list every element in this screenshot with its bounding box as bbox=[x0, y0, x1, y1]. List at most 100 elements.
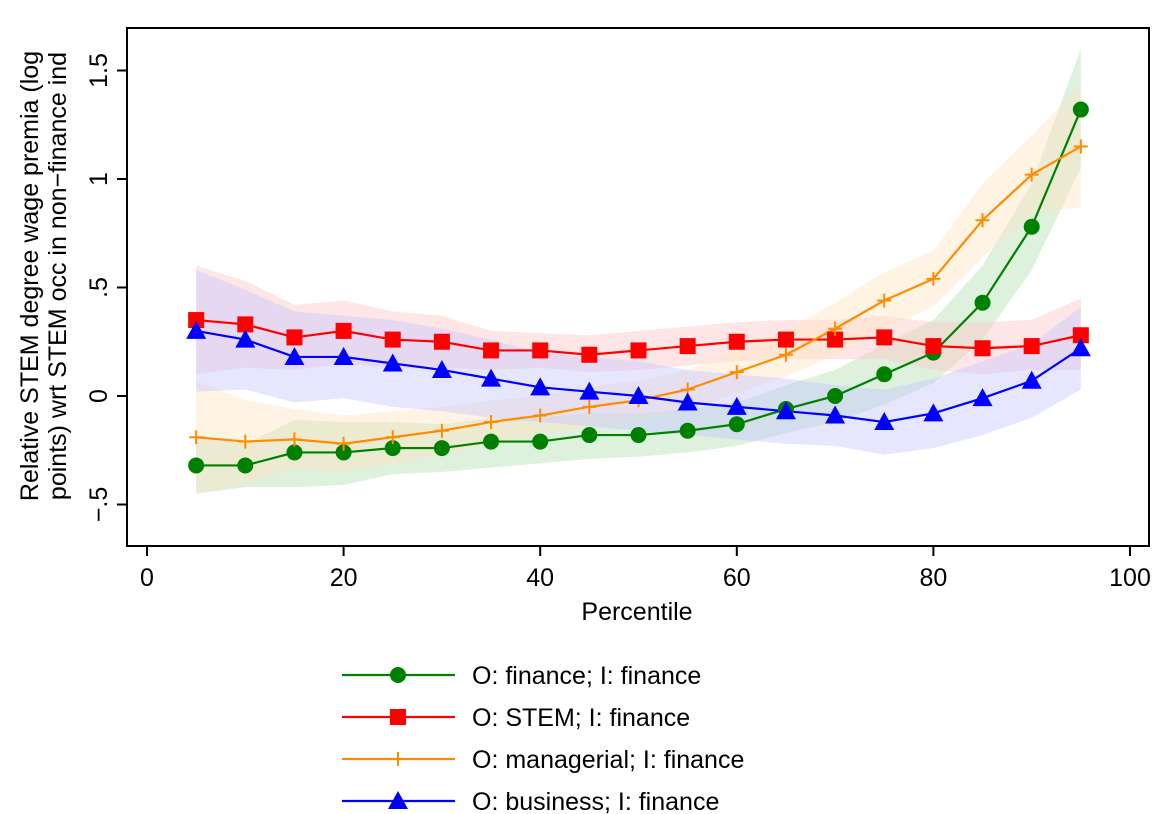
point-series-2 bbox=[925, 338, 942, 355]
y-tick-label: .5 bbox=[85, 277, 113, 298]
point-series-2 bbox=[384, 331, 401, 348]
point-series-1 bbox=[876, 366, 893, 383]
point-series-3 bbox=[778, 347, 793, 362]
legend-label-2: O: STEM; I: finance bbox=[472, 704, 690, 732]
point-series-1 bbox=[974, 294, 991, 311]
point-series-2 bbox=[777, 331, 794, 348]
point-series-3 bbox=[877, 293, 892, 308]
point-series-4 bbox=[431, 359, 452, 378]
point-series-1 bbox=[237, 457, 254, 474]
y-tick-label: 0 bbox=[85, 389, 113, 403]
point-series-2 bbox=[679, 338, 696, 355]
point-series-3 bbox=[287, 432, 302, 447]
point-series-2 bbox=[630, 342, 647, 359]
x-axis-label: Percentile bbox=[581, 598, 692, 626]
point-series-1 bbox=[286, 444, 303, 461]
x-tick-label: 80 bbox=[919, 564, 947, 592]
y-tick-label: −.5 bbox=[85, 487, 113, 522]
point-series-1 bbox=[630, 427, 647, 444]
point-series-2 bbox=[286, 329, 303, 346]
point-series-4 bbox=[923, 403, 944, 422]
point-series-2 bbox=[335, 322, 352, 339]
point-series-3 bbox=[926, 271, 941, 286]
point-series-2 bbox=[483, 342, 500, 359]
point-series-4 bbox=[1021, 370, 1042, 389]
point-series-2 bbox=[728, 333, 745, 350]
legend-marker-1 bbox=[390, 667, 406, 683]
ci-band-series-2 bbox=[196, 265, 1081, 375]
legend-marker-2 bbox=[390, 709, 406, 725]
point-series-3 bbox=[385, 430, 400, 445]
point-series-2 bbox=[1023, 338, 1040, 355]
y-tick-label: 1.5 bbox=[85, 53, 113, 88]
y-tick-label: 1 bbox=[85, 172, 113, 186]
confidence-bands bbox=[196, 48, 1081, 494]
x-tick-label: 100 bbox=[1109, 564, 1151, 592]
point-series-2 bbox=[532, 342, 549, 359]
point-series-4 bbox=[1070, 338, 1091, 357]
point-series-2 bbox=[581, 346, 598, 363]
legend-label-1: O: finance; I: finance bbox=[472, 662, 701, 690]
point-series-2 bbox=[827, 331, 844, 348]
point-series-4 bbox=[284, 346, 305, 365]
point-series-4 bbox=[579, 381, 600, 400]
point-series-1 bbox=[1023, 218, 1040, 235]
point-series-1 bbox=[1072, 101, 1089, 118]
point-series-4 bbox=[972, 388, 993, 407]
y-axis-label-line-2: points) wrt STEM occ in non−finance ind bbox=[44, 52, 72, 500]
x-tick-label: 60 bbox=[723, 564, 751, 592]
point-series-3 bbox=[729, 365, 744, 380]
legend-marker-4 bbox=[388, 791, 408, 809]
point-series-3 bbox=[484, 415, 499, 430]
point-series-1 bbox=[188, 457, 205, 474]
x-tick-label: 0 bbox=[140, 564, 154, 592]
x-tick-label: 40 bbox=[526, 564, 554, 592]
point-series-4 bbox=[235, 329, 256, 348]
point-series-3 bbox=[975, 213, 990, 228]
point-series-3 bbox=[1024, 167, 1039, 182]
point-series-4 bbox=[382, 353, 403, 372]
point-series-3 bbox=[238, 434, 253, 449]
point-series-3 bbox=[533, 408, 548, 423]
point-series-1 bbox=[532, 433, 549, 450]
point-series-2 bbox=[433, 333, 450, 350]
point-series-3 bbox=[434, 423, 449, 438]
legend: O: finance; I: finance O: STEM; I: financ… bbox=[342, 662, 744, 814]
y-axis: −.5 0 .5 1 1.5 bbox=[85, 53, 127, 522]
ci-band-series-1 bbox=[196, 48, 1081, 494]
point-series-2 bbox=[188, 312, 205, 329]
point-series-4 bbox=[775, 401, 796, 420]
point-series-4 bbox=[481, 368, 502, 387]
point-series-4 bbox=[726, 396, 747, 415]
point-series-1 bbox=[335, 444, 352, 461]
y-axis-label-line-1: Relative STEM degree wage premia (log bbox=[16, 51, 44, 501]
point-series-4 bbox=[333, 346, 354, 365]
point-series-1 bbox=[728, 416, 745, 433]
point-series-3 bbox=[1073, 139, 1088, 154]
point-series-3 bbox=[336, 436, 351, 451]
point-series-2 bbox=[237, 316, 254, 333]
point-series-4 bbox=[825, 405, 846, 424]
point-series-3 bbox=[828, 321, 843, 336]
series-markers bbox=[186, 101, 1091, 474]
point-series-4 bbox=[186, 320, 207, 339]
point-series-1 bbox=[384, 440, 401, 457]
x-tick-label: 20 bbox=[330, 564, 358, 592]
legend-label-3: O: managerial; I: finance bbox=[472, 746, 744, 774]
point-series-2 bbox=[974, 340, 991, 357]
legend-marker-3 bbox=[391, 752, 405, 766]
point-series-1 bbox=[581, 427, 598, 444]
point-series-3 bbox=[582, 399, 597, 414]
point-series-4 bbox=[677, 392, 698, 411]
point-series-1 bbox=[679, 422, 696, 439]
ci-band-series-4 bbox=[196, 270, 1081, 455]
point-series-4 bbox=[530, 377, 551, 396]
legend-label-4: O: business; I: finance bbox=[472, 788, 719, 814]
ci-band-series-3 bbox=[196, 85, 1081, 494]
point-series-1 bbox=[483, 433, 500, 450]
point-series-2 bbox=[876, 329, 893, 346]
point-series-4 bbox=[628, 386, 649, 404]
point-series-1 bbox=[433, 440, 450, 457]
point-series-1 bbox=[827, 388, 844, 404]
